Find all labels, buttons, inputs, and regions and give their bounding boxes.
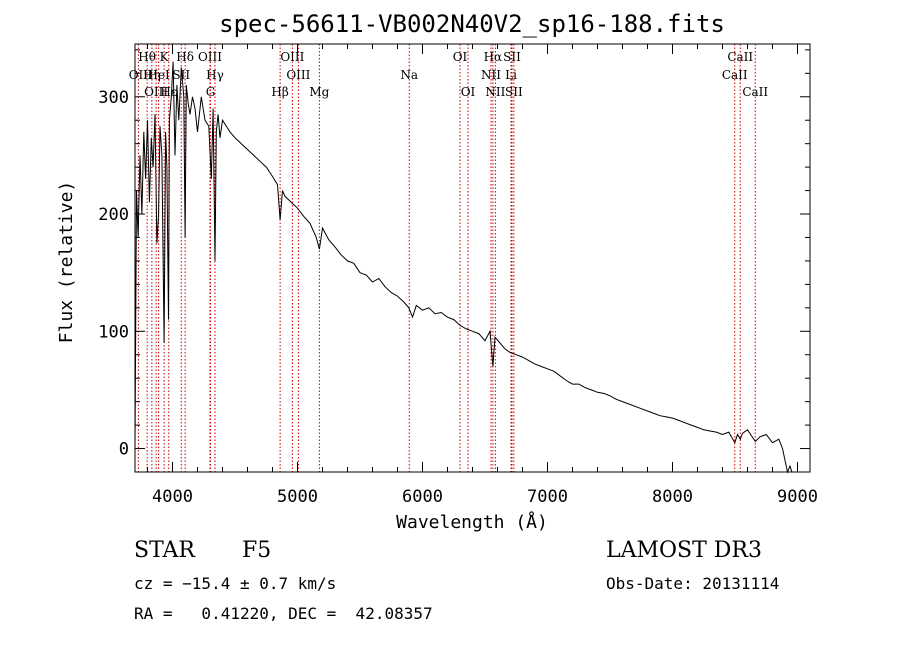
spectral-line-label: CaII [727,50,753,64]
spectral-line-label: OI [461,85,476,99]
spectral-line-label: OIII [144,85,168,99]
spectral-line-label: OI [453,50,468,64]
spectral-line-label: Li [505,68,517,82]
object-class: STAR [134,538,195,563]
y-axis-label: Flux (relative) [56,181,77,344]
spectral-line-label: Hβ [271,85,288,99]
spectral-line-label: SII [503,50,521,64]
spectral-line-label: Hδ [176,50,194,64]
spectral-line-label: K [160,50,170,64]
spectral-line-label: Hα [484,50,503,64]
axis-ticks: 4000 5000 6000 7000 8000 9000 0 100 200 300 [98,44,818,507]
spectral-line-label: SII [505,85,523,99]
spectral-line-label: Na [400,68,418,82]
x-tick-label: 6000 [402,487,443,507]
spectral-line-label: Hγ [206,68,224,82]
spectral-line-label: Hθ [138,50,156,64]
spectral-line-label: Hη [143,68,161,82]
y-tick-label: 0 [119,440,129,460]
x-tick-label: 4000 [152,487,193,507]
x-tick-label: 5000 [277,487,318,507]
x-axis-label: Wavelength (Å) [396,511,548,533]
spectral-line-label: Mg [309,85,329,99]
spectral-line-label: OII [129,68,149,82]
x-tick-label: 7000 [527,487,568,507]
x-tick-label: 8000 [652,487,693,507]
y-tick-label: 200 [98,205,129,225]
x-tick-label: 9000 [777,487,818,507]
spectral-lines-layer [137,44,756,472]
y-tick-label: 100 [98,322,129,342]
spectral-line-label: G [206,85,216,99]
survey-name: LAMOST DR3 [606,538,762,563]
plot-frame [134,43,811,473]
observation-date: Obs-Date: 20131114 [606,574,780,593]
object-subclass: F5 [242,538,272,563]
y-tick-label: 300 [98,88,129,108]
spectral-line-label: OIII [286,68,310,82]
chart-title: spec-56611-VB002N40V2_sp16-188.fits [219,10,725,38]
spectral-line-label: OIII [198,50,222,64]
spectral-line-label: HeI [147,68,170,82]
velocity-readout: cz = −15.4 ± 0.7 km/s [134,574,337,593]
spectral-line-label: NII [481,68,501,82]
spectral-line-label: CaII [742,85,768,99]
spectral-line-label: OIII [280,50,304,64]
spectral-line-label: NII [485,85,505,99]
coordinates-readout: RA = 0.41220, DEC = 42.08357 [134,604,433,623]
spectrum-line [134,61,793,474]
spectral-line-label: CaII [722,68,748,82]
spectral-line-label: Hε [160,85,177,99]
